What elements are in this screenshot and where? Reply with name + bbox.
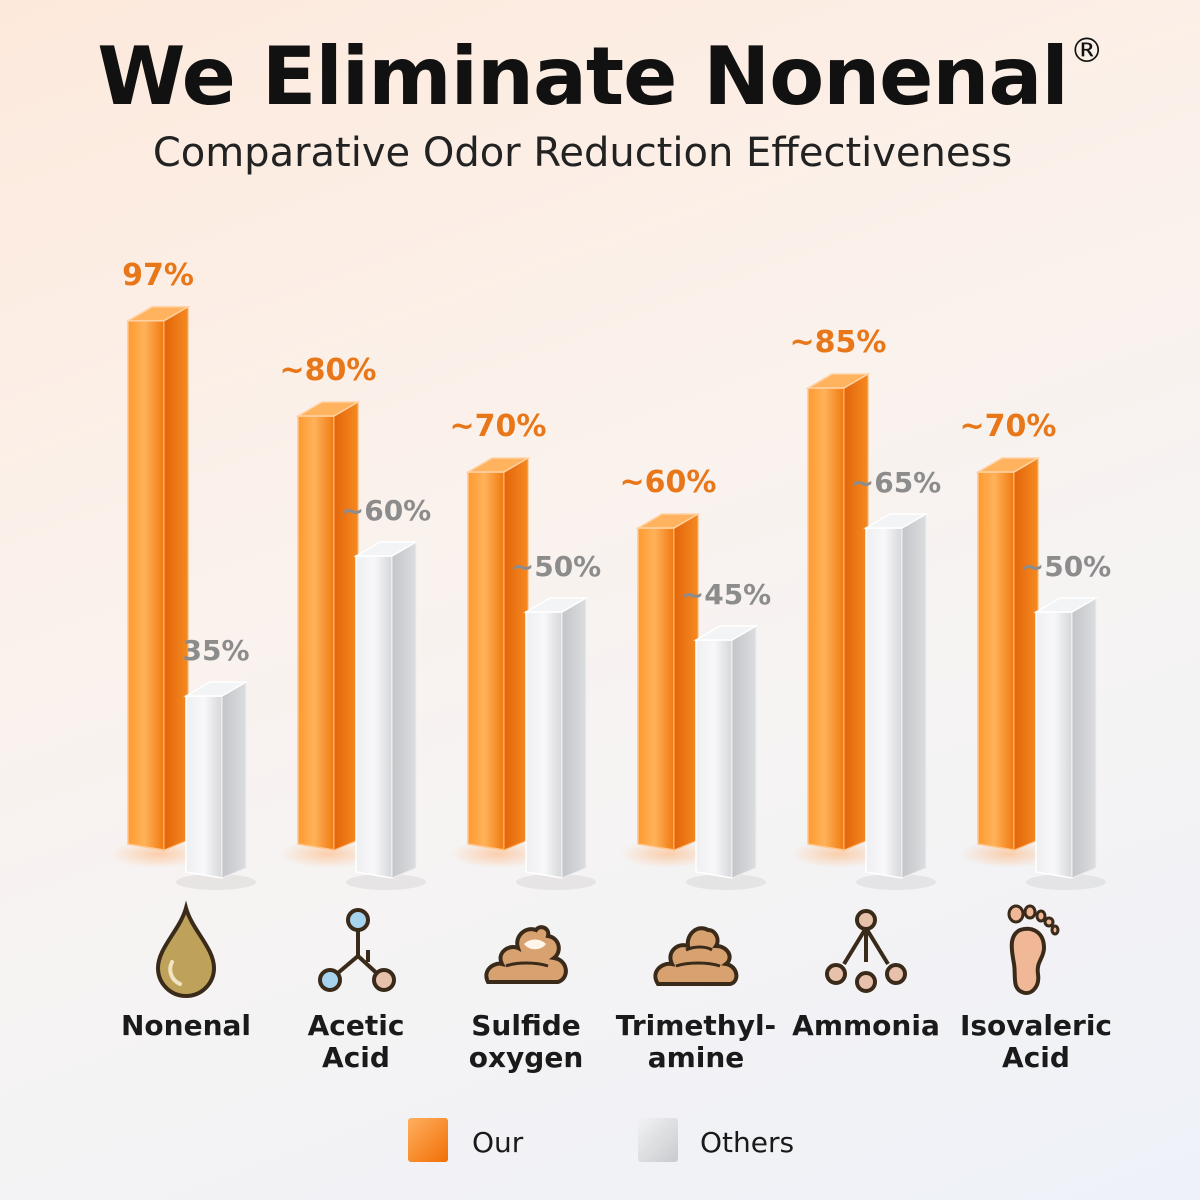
value-label-our-isovaleric-acid: ~70% [960, 409, 1057, 444]
category-label-sulfide-oxygen: Sulfide oxygen [468, 1009, 584, 1074]
molecule-icon [306, 900, 406, 1000]
category-label-nonenal: Nonenal [120, 1009, 252, 1042]
bar-our-sulfide-oxygen [450, 457, 546, 868]
value-label-others-sulfide-oxygen: ~50% [511, 550, 601, 583]
bar-others-nonenal [176, 681, 256, 890]
legend-label-our: Our [472, 1126, 524, 1159]
value-label-others-ammonia: ~65% [851, 466, 941, 499]
category-label-ammonia: Ammonia [792, 1009, 940, 1042]
value-label-others-acetic-acid: ~60% [341, 494, 431, 527]
legend-swatch-our [408, 1118, 448, 1162]
legend-swatch-others [638, 1118, 678, 1162]
bar-our-ammonia [790, 373, 886, 868]
legend: Our Others [408, 1118, 828, 1164]
legend-label-others: Others [700, 1126, 795, 1159]
bar-our-nonenal [110, 305, 206, 868]
ammonia-molecule-icon [816, 900, 916, 1000]
chart-title: We Eliminate Nonenal® [97, 30, 1104, 123]
bar-others-sulfide-oxygen [516, 597, 596, 890]
bar-others-trimethylamine [686, 625, 766, 890]
category-label-acetic-acid: Acetic Acid [307, 1009, 405, 1074]
value-label-our-acetic-acid: ~80% [280, 353, 377, 388]
registered-mark: ® [1069, 31, 1104, 71]
value-label-others-isovaleric-acid: ~50% [1021, 550, 1111, 583]
value-label-others-trimethylamine: ~45% [681, 578, 771, 611]
value-label-our-ammonia: ~85% [790, 325, 887, 360]
value-label-our-sulfide-oxygen: ~70% [450, 409, 547, 444]
value-label-others-nonenal: 35% [182, 634, 249, 667]
category-label-trimethylamine: Trimethyl- amine [615, 1009, 777, 1074]
bar-our-isovaleric-acid [960, 457, 1056, 868]
value-label-our-trimethylamine: ~60% [620, 465, 717, 500]
droplet-icon [136, 900, 236, 1000]
chart-subtitle: Comparative Odor Reduction Effectiveness [152, 130, 1013, 176]
bar-others-isovaleric-acid [1026, 597, 1106, 890]
swirl-pile-icon [476, 900, 576, 1000]
footprint-icon [986, 900, 1086, 1000]
bar-our-acetic-acid [280, 401, 376, 868]
bar-others-acetic-acid [346, 541, 426, 890]
value-label-our-nonenal: 97% [122, 258, 194, 293]
pile-icon [646, 900, 746, 1000]
category-label-isovaleric-acid: Isovaleric Acid [959, 1009, 1113, 1074]
bar-others-ammonia [856, 513, 936, 890]
